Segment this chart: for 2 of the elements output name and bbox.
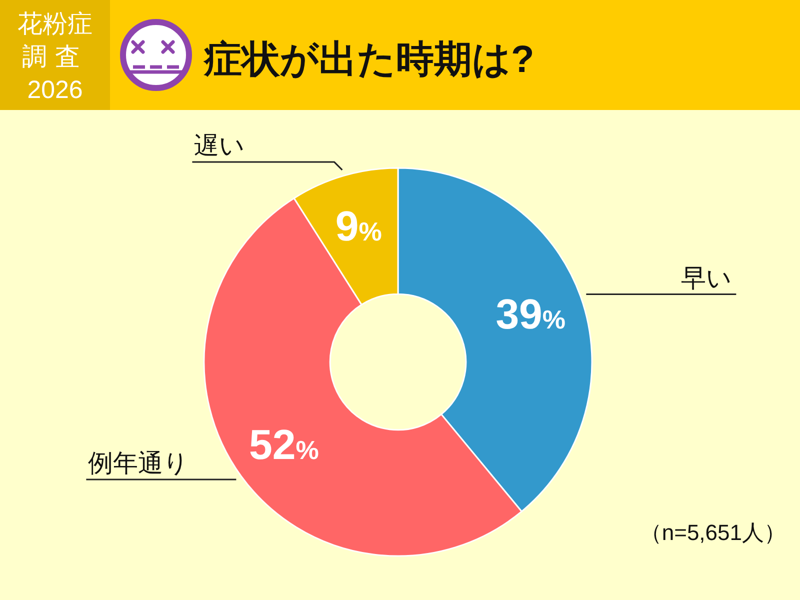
subtitle: 花粉症調査2026 [18, 10, 92, 104]
title: 症状が出た時期は? [204, 39, 534, 81]
